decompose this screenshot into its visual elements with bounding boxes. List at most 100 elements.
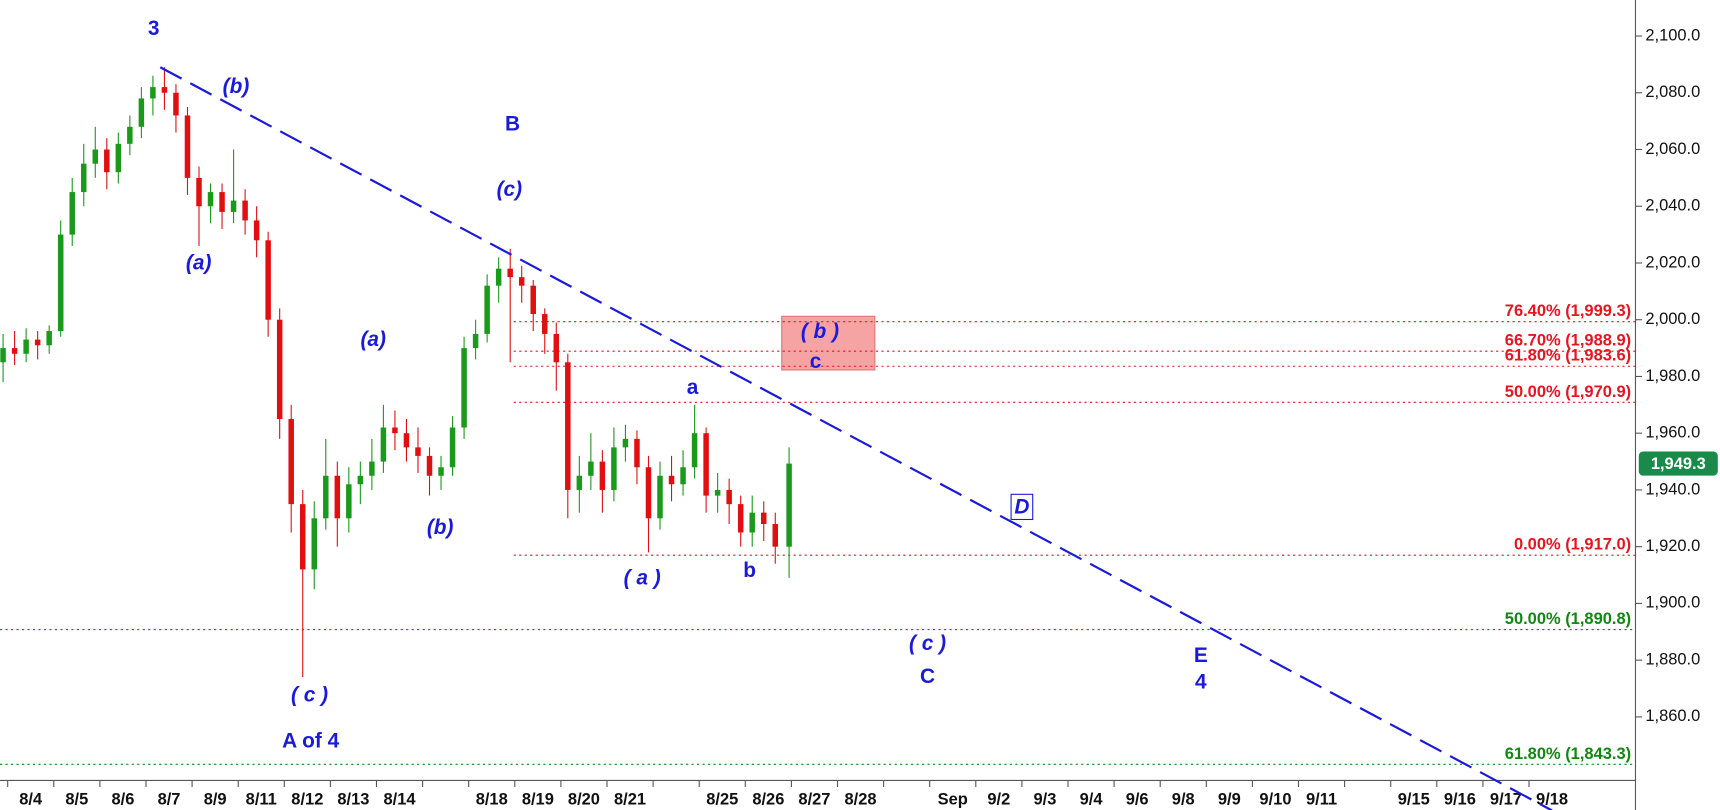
x-tick-label: 9/16 (1444, 791, 1476, 809)
wave-label: ( c ) (291, 684, 328, 707)
candle-body (749, 512, 755, 533)
candle-body (346, 484, 352, 519)
wave-label: 3 (148, 17, 160, 40)
candle-body (253, 220, 260, 241)
x-tick-label: 8/4 (19, 791, 43, 809)
candle-body (265, 240, 271, 320)
wave-label: (b) (427, 516, 454, 539)
x-tick-label: 8/11 (246, 791, 277, 809)
wave-label: D (1014, 495, 1029, 518)
candle-body (461, 348, 467, 428)
wave-label: ( a ) (624, 567, 661, 590)
candle-body (69, 192, 75, 235)
candle-body (276, 319, 283, 420)
x-tick-label: 8/13 (337, 791, 369, 809)
candle-body (599, 461, 606, 490)
candle-body (565, 362, 571, 490)
candle-body (530, 285, 536, 315)
candle-body (680, 467, 686, 485)
x-tick-label: 8/21 (614, 791, 646, 809)
x-tick-label: 9/10 (1259, 791, 1291, 809)
x-tick-label: 8/9 (204, 791, 227, 809)
candle-body (150, 87, 156, 99)
x-tick-label: 9/2 (987, 791, 1010, 809)
fib-label: 50.00% (1,890.8) (1505, 610, 1631, 628)
wave-label: E (1194, 644, 1208, 667)
candle-body (634, 438, 640, 468)
x-tick-label: 8/6 (111, 791, 134, 809)
candle-body (668, 475, 675, 485)
candle-body (786, 463, 792, 547)
last-price-label: 1,949.3 (1651, 455, 1706, 473)
fib-label: 0.00% (1,917.0) (1514, 536, 1631, 554)
x-tick-label: 8/18 (476, 791, 508, 809)
candle-body (369, 461, 375, 476)
candle-body (760, 512, 767, 524)
y-tick-label: 1,860.0 (1645, 707, 1700, 725)
y-tick-label: 1,940.0 (1645, 480, 1700, 498)
y-tick-label: 2,000.0 (1645, 310, 1700, 328)
last-price-tag (1638, 451, 1718, 476)
fib-label: 76.40% (1,999.3) (1505, 302, 1631, 320)
candle-body (449, 427, 456, 468)
x-tick-label: 9/11 (1306, 791, 1337, 809)
candle-body (645, 467, 652, 519)
x-tick-label: 9/9 (1218, 791, 1241, 809)
wave-label: (a) (360, 328, 386, 351)
wave-label: B (505, 112, 520, 135)
candle-body (104, 149, 110, 173)
y-tick-label: 1,960.0 (1645, 424, 1700, 442)
wave-label: (c) (497, 178, 523, 201)
candle-body (334, 475, 341, 519)
x-tick-label: 9/18 (1536, 791, 1568, 809)
x-tick-label: 8/5 (65, 791, 88, 809)
wave-label: c (810, 350, 822, 373)
x-tick-label: 8/19 (522, 791, 554, 809)
candle-body (230, 200, 237, 212)
fib-label: 61.80% (1,843.3) (1505, 745, 1631, 763)
candle-body (484, 285, 490, 334)
candle-body (242, 200, 248, 221)
x-tick-label: 9/4 (1080, 791, 1104, 809)
x-tick-label: 8/26 (752, 791, 784, 809)
wave-label: C (920, 665, 935, 688)
candle-body (472, 333, 479, 349)
candle-body (57, 234, 64, 332)
fib-label: 61.80% (1,983.6) (1505, 347, 1631, 365)
target-zone (781, 315, 876, 371)
wave-label: ( c ) (909, 632, 946, 655)
x-tick-label: 8/7 (158, 791, 181, 809)
candle-body (311, 518, 317, 570)
candle-body (161, 87, 168, 93)
candle-body (196, 177, 202, 207)
x-tick-label: 8/14 (384, 791, 417, 809)
candle-body (173, 92, 179, 116)
candle-body (380, 427, 387, 462)
y-tick-label: 2,040.0 (1645, 197, 1700, 215)
candle-body (299, 504, 306, 570)
candle-body (115, 143, 122, 173)
candle-body (507, 268, 513, 278)
candle-body (403, 433, 410, 448)
candle-body (772, 523, 779, 547)
y-tick-label: 1,920.0 (1645, 537, 1700, 555)
y-tick-label: 1,880.0 (1645, 651, 1700, 669)
candle-body (426, 455, 433, 476)
trendline (159, 66, 1553, 810)
x-tick-label: 9/6 (1126, 791, 1149, 809)
candle-body (611, 447, 617, 490)
wave-label: a (687, 376, 699, 399)
candle-body (495, 268, 502, 286)
candle-body (392, 427, 398, 434)
candle-body (219, 192, 225, 212)
candle-body (542, 314, 548, 334)
wave-label: ( b ) (801, 320, 839, 343)
x-tick-label: Sep (938, 791, 968, 809)
candle-body (737, 504, 744, 533)
x-tick-label: 9/3 (1034, 791, 1057, 809)
x-tick-label: 8/27 (798, 791, 830, 809)
candle-body (622, 438, 629, 448)
